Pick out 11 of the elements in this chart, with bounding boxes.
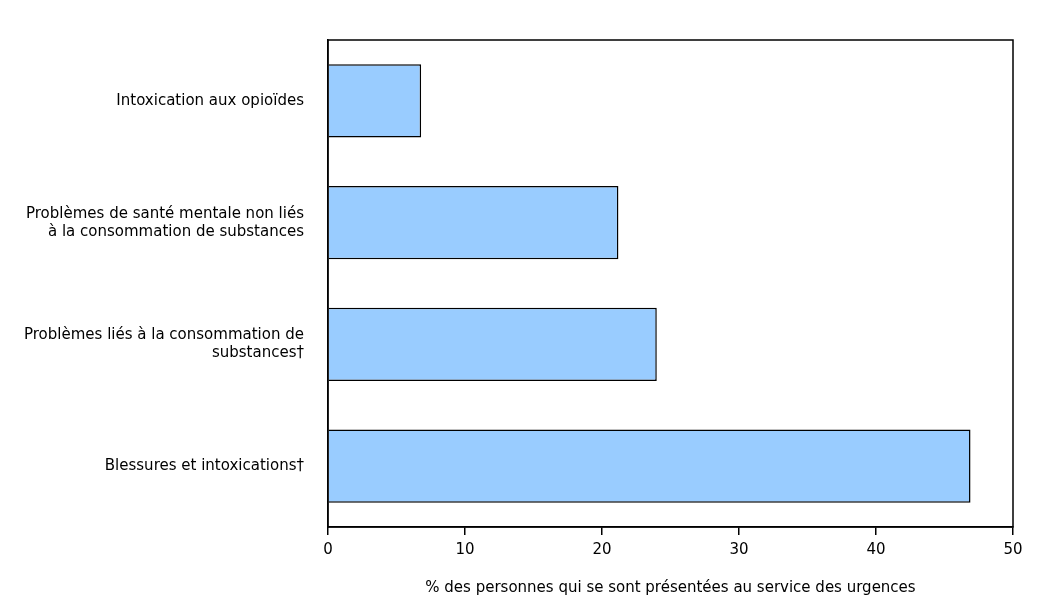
y-tick-label: Intoxication aux opioïdes (116, 90, 305, 109)
x-tick-label: 50 (1003, 539, 1023, 558)
y-tick-label: Blessures et intoxications† (104, 456, 305, 475)
x-tick-label: 40 (866, 539, 886, 558)
x-tick-label: 30 (729, 539, 749, 558)
y-tick-label: Problèmes liés à la consommation de substances† (23, 325, 305, 362)
x-tick-label: 0 (323, 539, 333, 558)
x-tick-label: 10 (455, 539, 475, 558)
y-tick-label: Problèmes de santé mentale non liés à la consommation de substances (25, 203, 305, 240)
x-axis-title: % des personnes qui se sont présentées au service des urgences (425, 577, 916, 596)
x-tick-label: 20 (592, 539, 612, 558)
